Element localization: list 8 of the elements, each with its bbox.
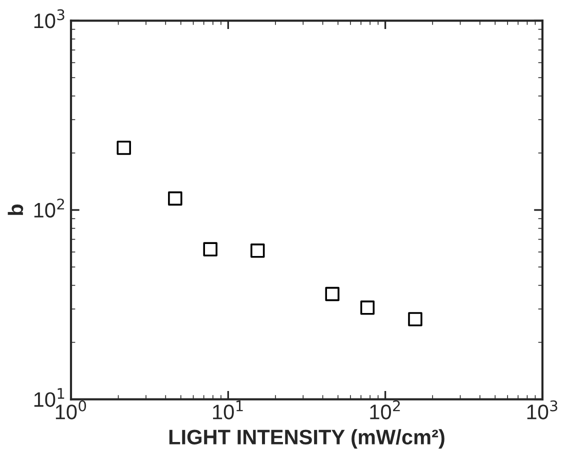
x-axis-title: LIGHT INTENSITY (mW/cm²) bbox=[169, 429, 444, 449]
x-tick-label: 10$^{2}$ bbox=[370, 400, 400, 420]
x-tick-label: 10$^{1}$ bbox=[213, 400, 243, 420]
y-tick-label: 10$^{2}$ bbox=[34, 198, 64, 218]
y-axis-title: b bbox=[8, 204, 24, 215]
x-tick-label: 10$^{0}$ bbox=[56, 400, 86, 420]
x-tick-label: 10$^{3}$ bbox=[527, 400, 558, 420]
y-tick-label: 10$^{3}$ bbox=[34, 9, 64, 28]
